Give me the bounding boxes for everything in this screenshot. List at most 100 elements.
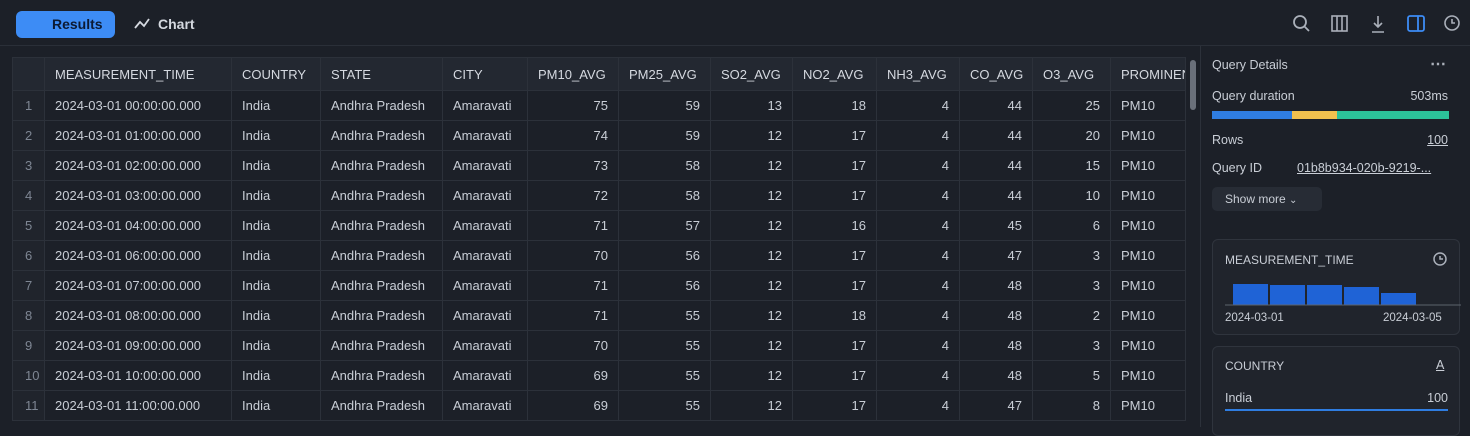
cell: 45 [959, 210, 1033, 241]
cell: 18 [792, 300, 877, 331]
cell: 17 [792, 390, 877, 421]
cell: 25 [1032, 90, 1111, 121]
cell: 4 [876, 90, 960, 121]
country-value-label: India [1225, 391, 1253, 405]
cell: Andhra Pradesh [320, 270, 443, 301]
row-index: 10 [12, 360, 45, 391]
cell: 12 [710, 360, 793, 391]
cell: Amaravati [442, 240, 528, 271]
column-header: SO2_AVG [710, 57, 793, 91]
cell: 75 [527, 90, 619, 121]
cell: 3 [1032, 270, 1111, 301]
type-icon: A [1436, 358, 1445, 372]
cell: PM10 [1110, 360, 1186, 391]
cell: India [231, 270, 321, 301]
row-index: 11 [12, 390, 45, 421]
range-start: 2024-03-01 [1225, 312, 1284, 324]
cell: 4 [876, 300, 960, 331]
cell: PM10 [1110, 150, 1186, 181]
row-index: 5 [12, 210, 45, 241]
rows-value[interactable]: 100 [1427, 133, 1448, 147]
table-row: 6 2024-03-01 06:00:00.000 India Andhra Prad… [12, 240, 1186, 271]
cell: 2024-03-01 08:00:00.000 [44, 300, 232, 331]
page: Results Chart MEASUREMENT_TIME COUNTRY STA… [0, 11, 1470, 436]
cell: 2024-03-01 09:00:00.000 [44, 330, 232, 361]
row-index: 4 [12, 180, 45, 211]
more-menu[interactable]: ⋯ [1430, 56, 1446, 73]
cell: 44 [959, 120, 1033, 151]
cell: 4 [876, 360, 960, 391]
cell: 8 [1032, 390, 1111, 421]
cell: 4 [876, 150, 960, 181]
cell: 4 [876, 120, 960, 151]
show-more-text: Show more [1225, 192, 1286, 206]
results-tab[interactable]: Results [16, 11, 115, 38]
cell: Amaravati [442, 90, 528, 121]
table-row: 8 2024-03-01 08:00:00.000 India Andhra Prad… [12, 300, 1186, 331]
cell: Amaravati [442, 270, 528, 301]
cell: 12 [710, 390, 793, 421]
cell: PM10 [1110, 180, 1186, 211]
table-row: 11 2024-03-01 11:00:00.000 India Andhra Pra… [12, 390, 1186, 421]
cell: 12 [710, 330, 793, 361]
cell: India [231, 360, 321, 391]
scroll-thumb[interactable] [1190, 60, 1196, 110]
cell: 44 [959, 90, 1033, 121]
column-header: CO_AVG [959, 57, 1033, 91]
cell: Amaravati [442, 390, 528, 421]
country-card [1212, 346, 1460, 436]
cell: Andhra Pradesh [320, 120, 443, 151]
cell: 12 [710, 150, 793, 181]
chart-tab[interactable]: Chart [158, 16, 195, 32]
cell: 71 [527, 300, 619, 331]
index-header [12, 57, 45, 91]
column-header: NO2_AVG [792, 57, 877, 91]
cell: 15 [1032, 150, 1111, 181]
cell: 48 [959, 360, 1033, 391]
column-header: PROMINEN [1110, 57, 1186, 91]
cell: 74 [527, 120, 619, 151]
show-more-button[interactable]: Show more ⌄ [1212, 187, 1322, 211]
table-row: 2 2024-03-01 01:00:00.000 India Andhra Prad… [12, 120, 1186, 151]
country-count: 100 [1427, 391, 1448, 405]
cell: 12 [710, 270, 793, 301]
column-header: NH3_AVG [876, 57, 960, 91]
cell: India [231, 210, 321, 241]
duration-bar [1212, 111, 1449, 119]
query-id-value[interactable]: 01b8b934-020b-9219-... [1297, 161, 1432, 175]
row-index: 6 [12, 240, 45, 271]
cell: 47 [959, 390, 1033, 421]
cell: India [231, 330, 321, 361]
cell: 72 [527, 180, 619, 211]
cell: 16 [792, 210, 877, 241]
header-row: MEASUREMENT_TIME COUNTRY STATE CITY PM10_AVG… [12, 57, 1186, 91]
row-index: 2 [12, 120, 45, 151]
duration-value: 503ms [1410, 89, 1448, 103]
cell: India [231, 90, 321, 121]
cell: PM10 [1110, 120, 1186, 151]
cell: Andhra Pradesh [320, 210, 443, 241]
cell: Andhra Pradesh [320, 300, 443, 331]
cell: Amaravati [442, 210, 528, 241]
cell: 44 [959, 150, 1033, 181]
country-bar [1225, 409, 1448, 411]
cell: 4 [876, 270, 960, 301]
cell: 2 [1032, 300, 1111, 331]
table-row: 1 2024-03-01 00:00:00.000 India Andhra Prad… [12, 90, 1186, 121]
column-header: PM10_AVG [527, 57, 619, 91]
row-index: 7 [12, 270, 45, 301]
cell: Andhra Pradesh [320, 240, 443, 271]
chart-icon [134, 18, 150, 29]
cell: 56 [618, 270, 711, 301]
cell: India [231, 390, 321, 421]
cell: 2024-03-01 07:00:00.000 [44, 270, 232, 301]
cell: 71 [527, 210, 619, 241]
cell: India [231, 120, 321, 151]
cell: 4 [876, 240, 960, 271]
table-row: 4 2024-03-01 03:00:00.000 India Andhra Prad… [12, 180, 1186, 211]
toolbar-icons[interactable] [1290, 12, 1460, 36]
cell: Amaravati [442, 300, 528, 331]
table-row: 7 2024-03-01 07:00:00.000 India Andhra Prad… [12, 270, 1186, 301]
cell: 17 [792, 150, 877, 181]
cell: 48 [959, 330, 1033, 361]
